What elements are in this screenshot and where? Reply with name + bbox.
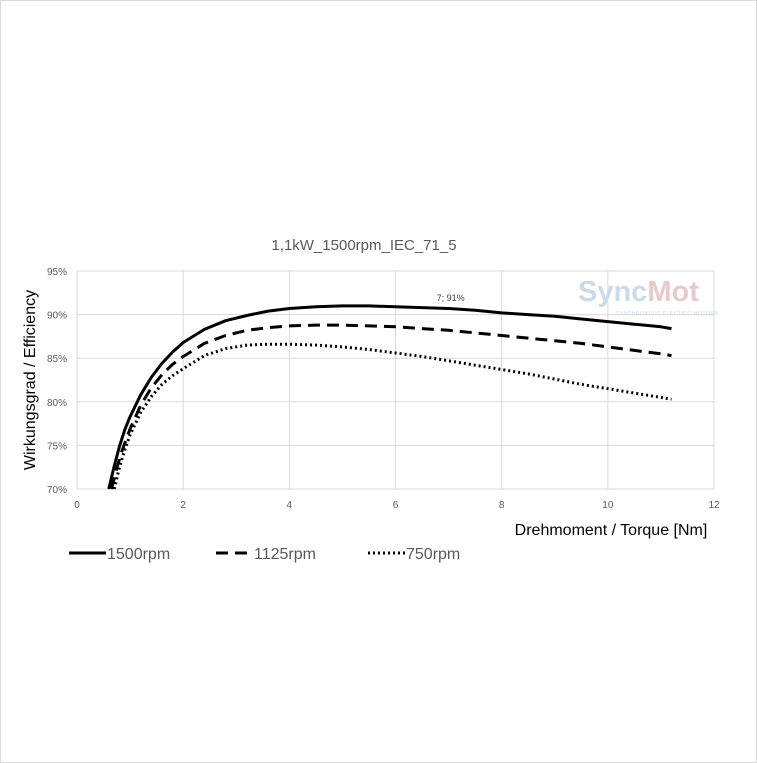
y-tick-label: 90% — [47, 311, 67, 322]
y-tick-label: 85% — [47, 354, 67, 365]
y-tick-label: 80% — [47, 398, 67, 409]
x-tick-label: 8 — [499, 500, 505, 511]
x-tick-label: 4 — [287, 500, 293, 511]
x-tick-label: 2 — [180, 500, 186, 511]
axis-ticks: 0 2 4 6 8 10 12 70% 75% 80% 85% 90% 95% — [47, 267, 720, 511]
x-tick-label: 0 — [74, 500, 80, 511]
watermark-tagline: SYNCHRONOUS ELECTRIC MOTORS — [616, 311, 718, 317]
series-line-1125rpm — [110, 323, 672, 490]
series-line-1500rpm — [107, 304, 672, 490]
watermark-main-text: Sync — [578, 276, 647, 308]
legend-label-1500rpm: 1500rpm — [107, 546, 170, 563]
watermark-accent-text: Mot — [647, 276, 699, 308]
svg-text:SyncMot: SyncMot — [578, 276, 699, 308]
legend: 1500rpm 1125rpm 750rpm — [69, 546, 460, 563]
y-tick-label: 70% — [47, 485, 67, 496]
y-tick-label: 75% — [47, 441, 67, 452]
series-line-750rpm — [112, 342, 672, 490]
y-tick-label: 95% — [47, 267, 67, 278]
chart-title: 1,1kW_1500rpm_IEC_71_5 — [271, 237, 456, 254]
legend-label-750rpm: 750rpm — [406, 546, 460, 563]
watermark-logo: SyncMot SYNCHRONOUS ELECTRIC MOTORS — [578, 276, 718, 317]
x-tick-label: 10 — [602, 500, 614, 511]
x-tick-label: 12 — [708, 500, 720, 511]
y-axis-label: Wirkungsgrad / Efficiency — [22, 290, 39, 470]
x-tick-label: 6 — [393, 500, 399, 511]
x-axis-label: Drehmoment / Torque [Nm] — [515, 522, 708, 539]
legend-label-1125rpm: 1125rpm — [254, 546, 316, 563]
annotation-label: 7; 91% — [437, 293, 465, 303]
series-lines — [107, 304, 672, 490]
